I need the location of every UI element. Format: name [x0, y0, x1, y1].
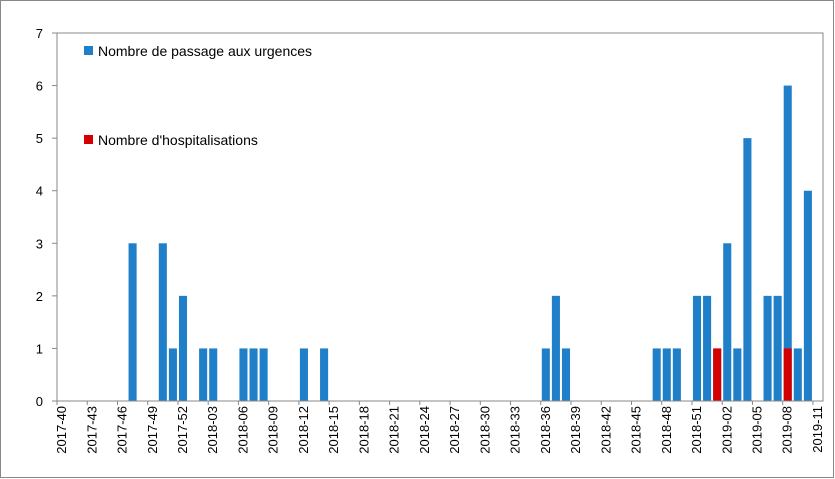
x-tick-label: 2018-48 — [659, 406, 674, 454]
x-tick-label: 2018-39 — [568, 406, 583, 454]
x-tick-label: 2018-21 — [387, 406, 402, 454]
bar — [713, 348, 722, 401]
bar — [692, 295, 702, 401]
x-tick-label: 2017-46 — [115, 406, 130, 454]
bar — [652, 348, 661, 401]
bar — [249, 348, 258, 401]
y-tick-label: 6 — [36, 79, 43, 94]
bar — [259, 348, 268, 401]
bar — [763, 295, 772, 401]
x-tick-label: 2018-03 — [205, 406, 220, 454]
x-tick-label: 2018-06 — [235, 406, 250, 454]
bar — [793, 348, 802, 401]
legend-swatch — [84, 46, 93, 55]
bar — [733, 348, 742, 401]
bar — [299, 348, 308, 401]
x-tick-label: 2019-11 — [810, 406, 825, 453]
x-tick-label: 2018-09 — [266, 406, 281, 454]
bar — [158, 243, 167, 401]
legend-label: Nombre de passage aux urgences — [98, 43, 313, 59]
x-tick-label: 2018-42 — [598, 406, 613, 454]
bar — [672, 348, 681, 401]
y-tick-label: 0 — [36, 394, 43, 409]
bar — [320, 348, 329, 401]
x-tick-label: 2018-36 — [538, 406, 553, 454]
bar — [783, 85, 792, 402]
bar — [541, 348, 550, 401]
x-tick-label: 2017-49 — [145, 406, 160, 454]
x-tick-label: 2018-12 — [296, 406, 311, 454]
x-tick-label: 2019-05 — [749, 406, 764, 454]
bar — [128, 243, 137, 401]
x-tick-label: 2018-33 — [508, 406, 523, 454]
bar — [743, 138, 752, 401]
bar — [773, 295, 782, 401]
x-tick-label: 2018-45 — [629, 406, 644, 454]
legend-swatch — [84, 135, 93, 144]
bar — [168, 348, 177, 401]
y-tick-label: 5 — [36, 131, 43, 146]
x-tick-label: 2019-08 — [780, 406, 795, 454]
bar — [551, 295, 560, 401]
x-tick-label: 2018-30 — [477, 406, 492, 454]
bar — [209, 348, 218, 401]
bar — [239, 348, 248, 401]
bar — [662, 348, 671, 401]
x-tick-label: 2018-15 — [326, 406, 341, 454]
y-tick-label: 1 — [36, 341, 43, 356]
legend-item: Nombre d'hospitalisations — [84, 129, 344, 151]
bar — [178, 295, 188, 401]
x-tick-label: 2018-51 — [689, 406, 704, 454]
y-tick-label: 2 — [36, 289, 43, 304]
y-tick-label: 3 — [36, 236, 43, 251]
y-tick-label: 4 — [36, 184, 43, 199]
x-tick-label: 2017-43 — [84, 406, 99, 454]
y-tick-label: 7 — [36, 26, 43, 41]
bar — [723, 243, 732, 401]
x-tick-label: 2018-18 — [356, 406, 371, 454]
x-tick-label: 2018-27 — [447, 406, 462, 454]
bar — [199, 348, 208, 401]
bar — [561, 348, 571, 401]
bar — [703, 295, 712, 401]
x-tick-label: 2017-40 — [54, 406, 69, 454]
bar — [803, 190, 812, 401]
bar — [783, 348, 792, 401]
legend-item: Nombre de passage aux urgences — [84, 40, 324, 62]
x-tick-label: 2018-24 — [417, 406, 432, 454]
x-tick-label: 2019-02 — [719, 406, 734, 454]
legend-label: Nombre d'hospitalisations — [98, 132, 258, 148]
x-tick-label: 2017-52 — [175, 406, 190, 454]
